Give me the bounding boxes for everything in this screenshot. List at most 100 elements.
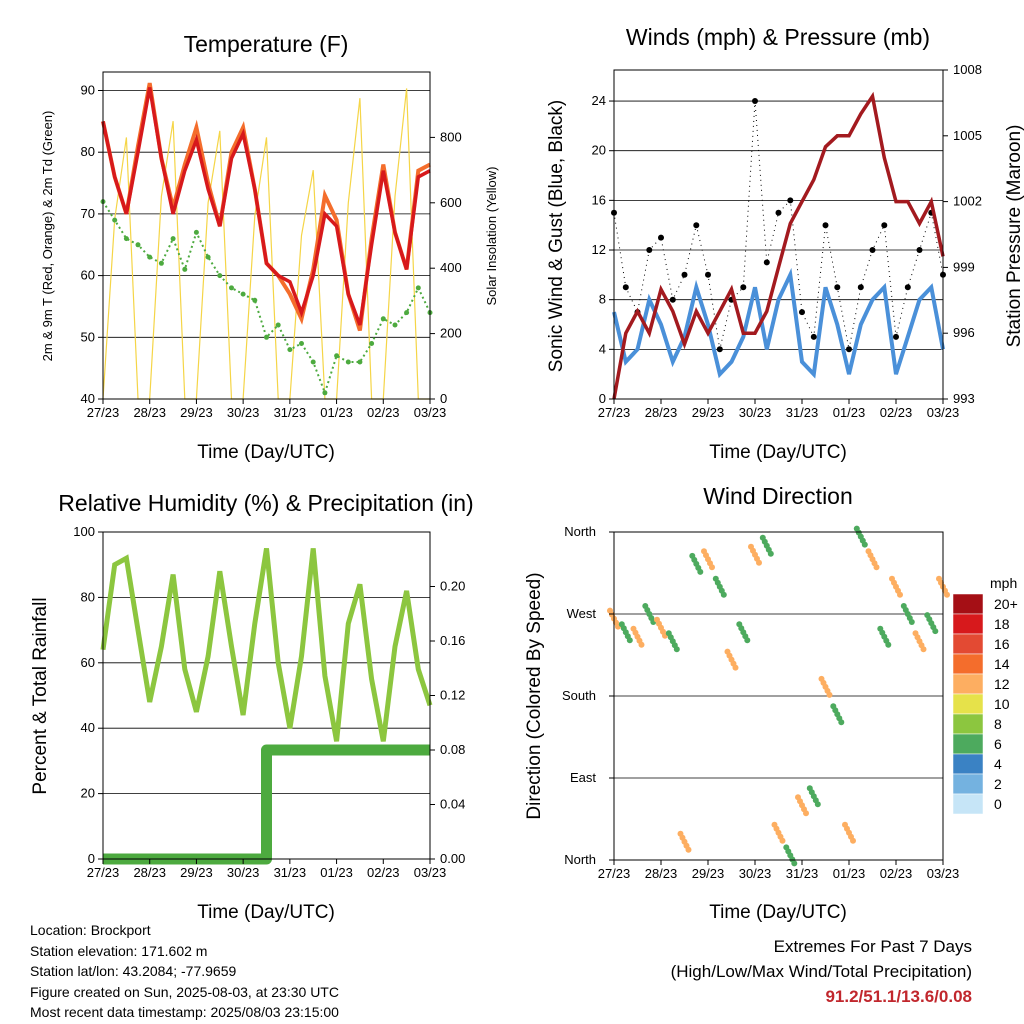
direction-point: [709, 564, 715, 571]
legend-swatch: [952, 753, 984, 775]
x-tick-label: 31/23: [274, 405, 307, 420]
y-tick-label: 80: [81, 589, 95, 604]
y-tick-label: East: [570, 770, 596, 785]
direction-point: [908, 619, 915, 625]
y2-tick-label: 0.00: [440, 851, 465, 866]
x-tick-label: 27/23: [87, 865, 120, 880]
y-tick-label: 40: [81, 391, 95, 406]
y2-tick-label: 1002: [953, 194, 982, 209]
legend-label: 2: [994, 776, 1002, 792]
temperature-plot-frame: [102, 71, 431, 400]
legend-swatch: [952, 713, 984, 735]
x-tick-label: 01/23: [320, 865, 353, 880]
humidity-line: [100, 548, 433, 742]
x-tick-label: 31/23: [786, 866, 819, 881]
y2-tick-label: 200: [440, 326, 462, 341]
direction-point: [814, 801, 821, 808]
legend-swatch: [952, 773, 984, 795]
gust-line: [613, 100, 944, 350]
legend-swatch: [952, 613, 984, 635]
x-tick-label: 30/23: [739, 866, 772, 881]
gust-point: [669, 296, 676, 303]
y2-tick-label: 1005: [953, 128, 982, 143]
winds-plot-frame: [613, 69, 944, 400]
x-tick-label: 27/23: [598, 866, 631, 881]
x-tick-label: 03/23: [414, 405, 447, 420]
x-tick-label: 30/23: [227, 405, 260, 420]
x-tick-label: 30/23: [227, 865, 260, 880]
legend-swatch: [952, 653, 984, 675]
x-tick-label: 03/23: [927, 405, 960, 420]
direction-point: [932, 628, 939, 635]
gust-point: [799, 309, 805, 316]
legend-swatch: [952, 793, 984, 815]
direction-point: [920, 646, 927, 653]
x-tick-label: 31/23: [274, 865, 307, 880]
y-tick-label: North: [564, 524, 596, 539]
x-tick-label: 02/23: [880, 866, 913, 881]
humidity-x-axis-label: Time (Day/UTC): [197, 902, 335, 923]
x-tick-label: 01/23: [833, 405, 866, 420]
gust-point: [857, 284, 864, 291]
temperature-chart-title: Temperature (F): [184, 31, 349, 57]
x-tick-label: 29/23: [180, 405, 213, 420]
y-tick-label: 20: [592, 143, 606, 158]
legend-label: 14: [994, 656, 1010, 672]
direction-point: [756, 559, 762, 566]
y-tick-label: West: [567, 606, 597, 621]
legend-label: 12: [994, 676, 1010, 692]
humidity-chart-title: Relative Humidity (%) & Precipitation (i…: [58, 490, 473, 516]
gust-point: [822, 222, 829, 229]
x-tick-label: 29/23: [692, 405, 725, 420]
direction-point: [673, 646, 680, 653]
winds-y-axis-label: Sonic Wind & Gust (Blue, Black): [546, 100, 567, 372]
y2-tick-label: 1008: [953, 62, 982, 77]
wind-direction-x-axis-label: Time (Day/UTC): [709, 902, 847, 923]
wind-direction-title: Wind Direction: [703, 483, 853, 509]
gust-point: [716, 346, 723, 353]
legend-swatch: [952, 593, 984, 615]
x-tick-label: 02/23: [880, 405, 913, 420]
gust-point: [763, 259, 770, 266]
wind-direction-y-axis-label: Direction (Colored By Speed): [524, 572, 545, 819]
y2-tick-label: 0.20: [440, 579, 465, 594]
legend-label: 10: [994, 696, 1010, 712]
legend-swatch: [952, 673, 984, 695]
y-tick-label: 40: [81, 720, 95, 735]
legend-swatch: [952, 633, 984, 655]
legend-swatch: [952, 693, 984, 715]
legend-label: 18: [994, 616, 1010, 632]
legend-title: mph: [990, 575, 1017, 591]
direction-point: [897, 591, 903, 598]
x-tick-label: 31/23: [786, 405, 819, 420]
direction-point: [697, 568, 704, 575]
y-tick-label: 16: [592, 192, 606, 207]
gust-point: [740, 284, 747, 291]
direction-point: [803, 810, 809, 817]
station-latlon: Station lat/lon: 43.2084; -77.9659: [30, 963, 237, 979]
humidity-y-axis-label: Percent & Total Rainfall: [30, 597, 51, 794]
gust-point: [834, 284, 841, 291]
y-tick-label: North: [564, 852, 596, 867]
figure-created: Figure created on Sun, 2025-08-03, at 23…: [30, 983, 339, 1000]
y2-tick-label: 993: [953, 391, 975, 406]
direction-point: [638, 641, 645, 648]
direction-point: [873, 564, 880, 571]
y-tick-label: 60: [81, 268, 95, 283]
x-tick-label: 27/23: [87, 405, 120, 420]
x-tick-label: 28/23: [645, 866, 678, 881]
gust-point: [846, 346, 852, 353]
y2-tick-label: 0.04: [440, 797, 465, 812]
direction-point: [861, 541, 868, 548]
station-location: Location: Brockport: [30, 922, 151, 938]
speed-color-legend: mph 20+ 18 16 14 12 10 8 6 4 2 0: [952, 575, 1018, 815]
sonic-wind-line: [612, 267, 945, 379]
extremes-title: Extremes For Past 7 Days: [773, 937, 972, 956]
y-tick-label: 80: [81, 144, 95, 159]
direction-point: [850, 837, 856, 844]
direction-point: [779, 837, 786, 844]
y2-tick-label: 800: [440, 129, 462, 144]
direction-point: [838, 719, 845, 726]
